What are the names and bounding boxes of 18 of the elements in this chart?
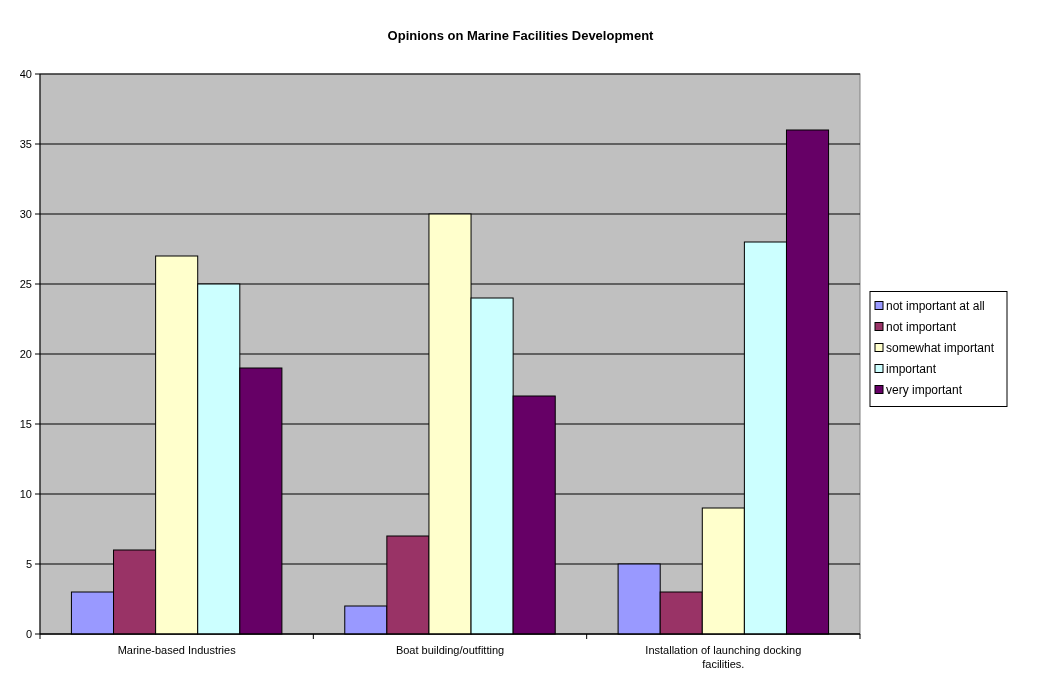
legend-label: somewhat important	[886, 340, 995, 355]
x-tick-label: Installation of launching docking facilities.	[645, 644, 802, 670]
chart-title: Opinions on Marine Facilities Development	[387, 28, 655, 43]
y-tick-label: 15	[19, 417, 32, 430]
y-tick-label: 25	[19, 277, 32, 290]
y-tick-label: 0	[25, 627, 32, 640]
y-tick-label: 35	[19, 137, 32, 150]
legend-label: not important at all	[886, 298, 985, 313]
y-tick-label: 40	[19, 67, 32, 80]
y-tick-label: 5	[25, 557, 32, 570]
legend-label: not important	[886, 319, 957, 334]
legend-label: important	[886, 361, 937, 376]
legend-label: very important	[886, 382, 963, 397]
y-tick-label: 20	[19, 347, 32, 360]
y-tick-label: 10	[19, 487, 32, 500]
x-tick-label: Marine-based Industries	[117, 644, 237, 656]
y-tick-label: 30	[19, 207, 32, 220]
x-tick-label: Boat building/outfitting	[395, 644, 505, 656]
